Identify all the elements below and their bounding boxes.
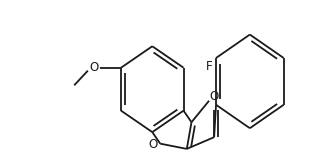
Text: O: O: [210, 90, 219, 103]
Text: O: O: [148, 138, 157, 151]
Text: O: O: [89, 61, 98, 74]
Text: F: F: [206, 60, 212, 73]
